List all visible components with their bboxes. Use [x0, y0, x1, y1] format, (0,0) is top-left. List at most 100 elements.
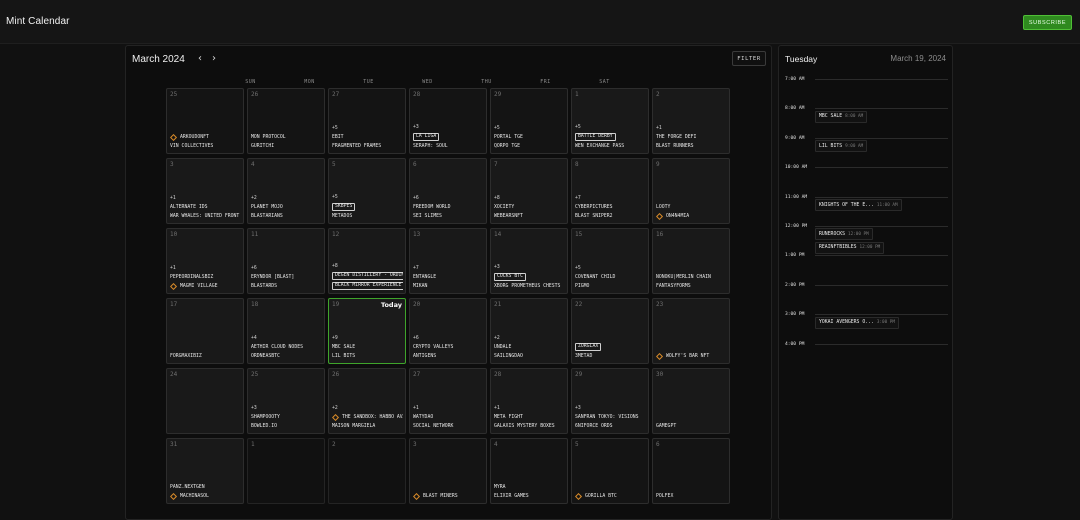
more-events-count[interactable]: +3: [251, 406, 257, 411]
day-cell[interactable]: 18 +4 AETHIR CLOUD NODES ORDNEASBTC: [247, 298, 325, 364]
more-events-count[interactable]: +2: [332, 406, 338, 411]
calendar-event[interactable]: WEBEARSNFT: [494, 213, 565, 220]
calendar-event[interactable]: 6NIFORCE ORDS: [575, 423, 646, 430]
calendar-event[interactable]: FANTASYFORMS: [656, 283, 727, 290]
calendar-event[interactable]: LOOTY: [656, 204, 727, 211]
day-cell[interactable]: 20 +6 CRYPTO VALLEYS ANTIGENS: [409, 298, 487, 364]
calendar-event[interactable]: LIL BITS: [332, 353, 403, 360]
chevron-right-icon[interactable]: ›: [212, 53, 216, 64]
calendar-event[interactable]: BOWLED.IO: [251, 423, 322, 430]
calendar-event[interactable]: THE FORGE DEFI: [656, 134, 727, 141]
day-cell[interactable]: 31 PANZ.NEXTGEN MACHINASOL: [166, 438, 244, 504]
calendar-event[interactable]: ENTANGLE: [413, 274, 484, 281]
calendar-event[interactable]: METADOS: [332, 213, 403, 220]
calendar-event[interactable]: GURITCHI: [251, 143, 322, 150]
timeline-event[interactable]: KNIGHTS OF THE E... 11:00 AM: [815, 199, 902, 212]
day-cell[interactable]: 3 BLAST MINERS: [409, 438, 487, 504]
day-cell[interactable]: 24: [166, 368, 244, 434]
more-events-count[interactable]: +1: [494, 406, 500, 411]
calendar-event[interactable]: FORGMAXIBIZ: [170, 353, 241, 360]
day-cell[interactable]: 25 ARKOUDONFT VIN COLLECTIVES: [166, 88, 244, 154]
more-events-count[interactable]: +2: [251, 196, 257, 201]
more-events-count[interactable]: +5: [332, 195, 338, 200]
calendar-event[interactable]: BLACK MIRROR EXPERIENCE: [332, 282, 403, 290]
more-events-count[interactable]: +6: [413, 196, 419, 201]
more-events-count[interactable]: +8: [494, 196, 500, 201]
calendar-event[interactable]: ELIXIR GAMES: [494, 493, 565, 500]
calendar-event[interactable]: DEGEN DISTILLERY - ORDINALS: [332, 272, 403, 280]
calendar-event[interactable]: SKBPES: [332, 203, 403, 211]
calendar-event[interactable]: CRYPTO VALLEYS: [413, 344, 484, 351]
more-events-count[interactable]: +3: [575, 406, 581, 411]
calendar-event[interactable]: FRAGMENTED FRAMES: [332, 143, 403, 150]
calendar-event[interactable]: BLASTARIANS: [251, 213, 322, 220]
calendar-event[interactable]: WOLFY'S BAR NFT: [656, 353, 727, 360]
more-events-count[interactable]: +6: [251, 266, 257, 271]
day-cell[interactable]: 2: [328, 438, 406, 504]
day-cell[interactable]: 14 +3 COCKS BTC XBORG PROMETHEUS CHESTS: [490, 228, 568, 294]
calendar-event[interactable]: UNDALE: [494, 344, 565, 351]
day-cell[interactable]: 16 NONOKU|MERLIN CHAIN FANTASYFORMS: [652, 228, 730, 294]
day-cell[interactable]: 27 +1 WATYDAO SOCIAL NETWORK: [409, 368, 487, 434]
calendar-event[interactable]: MACHINASOL: [170, 493, 241, 500]
calendar-event[interactable]: QORPO TGE: [494, 143, 565, 150]
calendar-event[interactable]: PEPEORDINALSBIZ: [170, 274, 241, 281]
calendar-event[interactable]: MBC SALE: [332, 344, 403, 351]
calendar-event[interactable]: CYBERPICTURES: [575, 204, 646, 211]
day-cell[interactable]: 1: [247, 438, 325, 504]
calendar-event[interactable]: META FIGHT: [494, 414, 565, 421]
timeline-event[interactable]: MBC SALE 8:00 AM: [815, 110, 868, 123]
calendar-event[interactable]: XOCIETY: [494, 204, 565, 211]
timeline-event[interactable]: REAINFTBIBLES 12:00 PM: [815, 241, 885, 254]
more-events-count[interactable]: +5: [494, 126, 500, 131]
calendar-event[interactable]: COVENANT CHILD: [575, 274, 646, 281]
more-events-count[interactable]: +1: [656, 126, 662, 131]
calendar-event[interactable]: PORTAL TGE: [494, 134, 565, 141]
calendar-event[interactable]: BATTLE DERBY: [575, 133, 646, 141]
calendar-event[interactable]: SERAPH: SOUL: [413, 143, 484, 150]
calendar-event[interactable]: WAR WHALES: UNITED FRONT: [170, 213, 241, 220]
calendar-event[interactable]: ANTIGENS: [413, 353, 484, 360]
calendar-event[interactable]: BLAST RUNNERS: [656, 143, 727, 150]
more-events-count[interactable]: +2: [494, 336, 500, 341]
day-cell[interactable]: 26 MON PROTOCOL GURITCHI: [247, 88, 325, 154]
day-cell[interactable]: 8 +7 CYBERPICTURES BLAST SNIPER2: [571, 158, 649, 224]
day-cell[interactable]: 25 +3 SHAMPOOOTY BOWLED.IO: [247, 368, 325, 434]
calendar-event[interactable]: GAMEGPT: [656, 423, 727, 430]
calendar-event[interactable]: COCKS BTC: [494, 273, 565, 281]
day-cell[interactable]: 3 +1 ALTERNATE IDS WAR WHALES: UNITED FRONT: [166, 158, 244, 224]
more-events-count[interactable]: +7: [413, 266, 419, 271]
timeline-event[interactable]: YOKAI AVENGERS O... 3:00 PM: [815, 316, 899, 329]
day-cell[interactable]: 4 MYRA ELIXIR GAMES: [490, 438, 568, 504]
day-cell[interactable]: 26 +2 THE SANDBOX: HABBO AVATARS MAISON MAR…: [328, 368, 406, 434]
timeline-event[interactable]: RUNEROCKS 12:00 PM: [815, 228, 873, 241]
day-cell[interactable]: 27 +5 EBIT FRAGMENTED FRAMES: [328, 88, 406, 154]
calendar-event[interactable]: EBIT: [332, 134, 403, 141]
day-cell[interactable]: 21 +2 UNDALE SAILINGDAO: [490, 298, 568, 364]
more-events-count[interactable]: +8: [332, 264, 338, 269]
more-events-count[interactable]: +3: [494, 265, 500, 270]
more-events-count[interactable]: +5: [332, 126, 338, 131]
day-cell[interactable]: 10 +1 PEPEORDINALSBIZ MAGMI VILLAGE: [166, 228, 244, 294]
day-cell[interactable]: 4 +2 PLANET MOJO BLASTARIANS: [247, 158, 325, 224]
calendar-event[interactable]: BLASTARDS: [251, 283, 322, 290]
calendar-event[interactable]: GALAXIS MYSTERY BOXES: [494, 423, 565, 430]
calendar-event[interactable]: ERYNDOR [BLAST]: [251, 274, 322, 281]
calendar-event[interactable]: SAILINGDAO: [494, 353, 565, 360]
day-cell[interactable]: 22 ZORGLAX 3METAD: [571, 298, 649, 364]
day-cell-today[interactable]: 19 Today +9 MBC SALE LIL BITS: [328, 298, 406, 364]
calendar-event[interactable]: PLANET MOJO: [251, 204, 322, 211]
calendar-event[interactable]: MAGMI VILLAGE: [170, 283, 241, 290]
day-cell[interactable]: 6 POLFEX: [652, 438, 730, 504]
more-events-count[interactable]: +3: [413, 125, 419, 130]
calendar-event[interactable]: MYRA: [494, 484, 565, 491]
calendar-event[interactable]: ARKOUDONFT: [170, 134, 241, 141]
day-cell[interactable]: 17 FORGMAXIBIZ: [166, 298, 244, 364]
calendar-event[interactable]: THE SANDBOX: HABBO AVATARS: [332, 414, 403, 421]
day-cell[interactable]: 29 +3 SANFRAN TOKYO: VISIONS 6NIFORCE ORDS: [571, 368, 649, 434]
day-cell[interactable]: 12 +8 DEGEN DISTILLERY - ORDINALS BLACK MIR…: [328, 228, 406, 294]
day-cell[interactable]: 13 +7 ENTANGLE MIKAN: [409, 228, 487, 294]
calendar-event[interactable]: PIGMO: [575, 283, 646, 290]
timeline-event[interactable]: LIL BITS 9:00 AM: [815, 140, 868, 153]
more-events-count[interactable]: +4: [251, 336, 257, 341]
